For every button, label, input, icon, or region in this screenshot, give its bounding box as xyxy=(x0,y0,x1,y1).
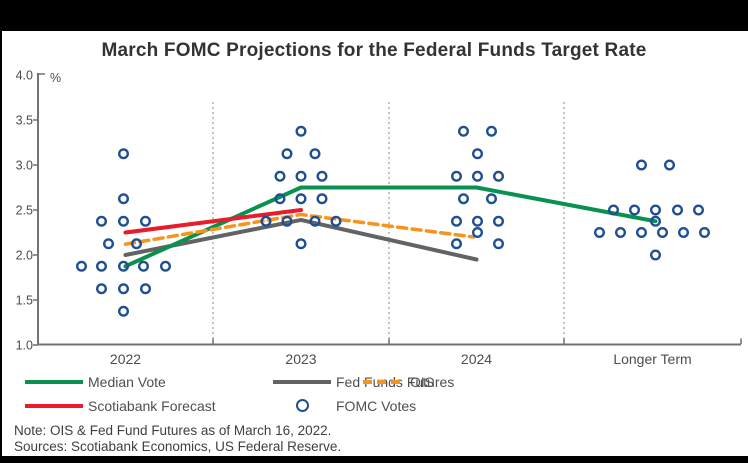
legend-item-fomc-votes: FOMC Votes xyxy=(273,397,417,414)
axis-label: % xyxy=(50,71,61,85)
fomc-vote-dot xyxy=(295,193,307,205)
fomc-vote-dot xyxy=(458,193,470,205)
fomc-vote-dot xyxy=(330,215,342,227)
fomc-vote-dot xyxy=(493,238,505,250)
fomc-vote-dot xyxy=(274,170,286,182)
ois-dashed-line-swatch xyxy=(363,379,405,384)
fomc-vote-dot xyxy=(693,204,705,216)
fomc-vote-dot xyxy=(650,249,662,261)
fomc-vote-dot xyxy=(316,170,328,182)
fomc-vote-dot xyxy=(451,238,463,250)
median-vote-line xyxy=(123,185,658,269)
axis-label: 4.0 xyxy=(16,69,33,83)
fomc-vote-dot xyxy=(636,226,648,238)
fomc-vote-dot xyxy=(309,148,321,160)
fed-funds-futures-line-swatch xyxy=(273,379,331,384)
fomc-vote-dot xyxy=(102,238,114,250)
fomc-vote-dot xyxy=(274,193,286,205)
fomc-vote-dot xyxy=(472,170,484,182)
axis-label: 1.0 xyxy=(16,339,33,353)
axis-label: 2024 xyxy=(461,351,492,367)
axis-label: 2.0 xyxy=(16,249,33,263)
legend-label-fomc-votes: FOMC Votes xyxy=(336,397,417,414)
legend-item-ois: OIS xyxy=(363,373,435,390)
fomc-vote-dot xyxy=(493,170,505,182)
fomc-vote-dot xyxy=(117,260,129,272)
fomc-vote-dot xyxy=(493,215,505,227)
fomc-vote-dot xyxy=(95,260,107,272)
sources-line: Sources: Scotiabank Economics, US Federa… xyxy=(14,438,342,454)
fomc-vote-dot xyxy=(95,283,107,295)
fomc-vote-dot xyxy=(672,204,684,216)
fomc-vote-dot xyxy=(486,125,498,137)
fomc-vote-dot xyxy=(139,215,151,227)
fomc-vote-dot xyxy=(137,260,149,272)
fomc-vote-dot xyxy=(472,226,484,238)
fomc-vote-dot xyxy=(678,226,690,238)
fomc-vote-dot xyxy=(117,193,129,205)
fomc-vote-dot xyxy=(117,148,129,160)
legend-item-median-vote: Median Vote xyxy=(25,373,166,390)
fomc-votes-circle-swatch xyxy=(295,399,309,412)
legend-label-ois: OIS xyxy=(410,373,435,390)
axis-label: 3.5 xyxy=(16,114,33,128)
fomc-vote-dot xyxy=(486,193,498,205)
top-black-bar xyxy=(0,0,748,31)
fomc-vote-dot xyxy=(117,305,129,317)
fomc-vote-dot xyxy=(650,215,662,227)
fomc-vote-dot xyxy=(95,215,107,227)
footnotes: Note: OIS & Fed Fund Futures as of March… xyxy=(14,423,341,454)
fomc-vote-dot xyxy=(472,215,484,227)
axis-label: 3.0 xyxy=(16,159,33,173)
left-border-line xyxy=(0,31,2,456)
fomc-vote-dot xyxy=(629,204,641,216)
chart-title: March FOMC Projections for the Federal F… xyxy=(101,40,647,61)
fomc-vote-dot xyxy=(451,170,463,182)
fomc-vote-dot xyxy=(309,215,321,227)
ois-line xyxy=(123,212,476,246)
fomc-vote-dot xyxy=(260,215,272,227)
fomc-vote-dot xyxy=(615,226,627,238)
fomc-vote-dot xyxy=(117,283,129,295)
legend-label-scotiabank-forecast: Scotiabank Forecast xyxy=(88,397,216,414)
fomc-vote-dot xyxy=(657,226,669,238)
fomc-vote-dot xyxy=(295,125,307,137)
fomc-vote-dot xyxy=(699,226,711,238)
fomc-vote-dot xyxy=(130,238,142,250)
fomc-vote-dot xyxy=(650,204,662,216)
fomc-vote-dot xyxy=(117,215,129,227)
fomc-vote-dot xyxy=(281,148,293,160)
fomc-vote-dot xyxy=(608,204,620,216)
median-vote-line-swatch xyxy=(25,379,83,384)
fomc-vote-dot xyxy=(159,260,171,272)
fomc-vote-dot xyxy=(664,159,676,171)
legend-label-median-vote: Median Vote xyxy=(88,373,166,390)
fomc-vote-dot xyxy=(472,148,484,160)
fomc-vote-dot xyxy=(316,193,328,205)
fomc-vote-dot xyxy=(594,226,606,238)
scotiabank-forecast-line xyxy=(123,208,303,235)
legend-item-scotiabank-forecast: Scotiabank Forecast xyxy=(25,397,216,414)
scotiabank-forecast-line-swatch xyxy=(25,403,83,408)
fomc-vote-dot xyxy=(75,260,87,272)
axis-label: 2.5 xyxy=(16,204,33,218)
fomc-vote-dot xyxy=(636,159,648,171)
bottom-black-bar xyxy=(0,456,748,463)
fomc-vote-dot xyxy=(139,283,151,295)
fed-funds-futures-line xyxy=(123,217,479,262)
fomc-vote-dot xyxy=(281,215,293,227)
axis-label: 1.5 xyxy=(16,294,33,308)
note-line: Note: OIS & Fed Fund Futures as of March… xyxy=(14,423,332,438)
fomc-vote-dot xyxy=(295,238,307,250)
axis-label: Longer Term xyxy=(613,351,691,367)
axis-label: 2023 xyxy=(285,351,316,367)
fomc-vote-dot xyxy=(458,125,470,137)
axis-label: 2022 xyxy=(110,351,141,367)
fomc-vote-dot xyxy=(295,170,307,182)
fomc-vote-dot xyxy=(451,215,463,227)
